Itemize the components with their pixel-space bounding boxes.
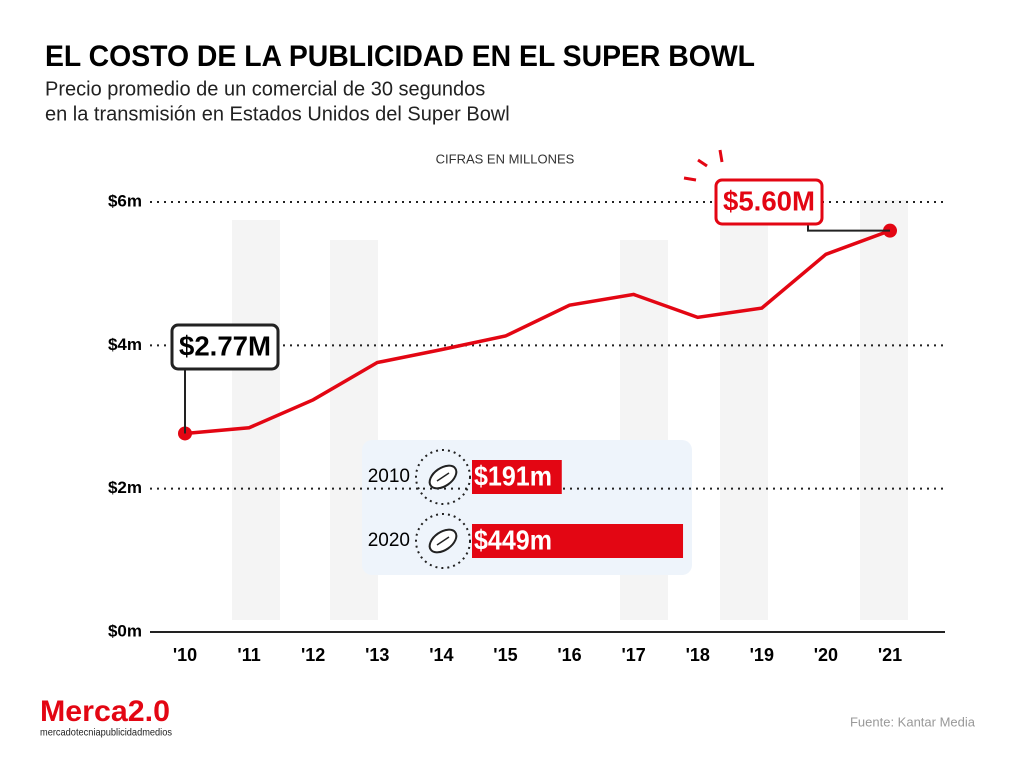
- football-seam: [436, 536, 450, 546]
- spark: [697, 158, 708, 168]
- y-tick-label: $2m: [108, 478, 142, 497]
- x-tick-label: '20: [814, 645, 838, 665]
- category-label: 2010: [368, 466, 410, 487]
- callout-box: [714, 178, 824, 226]
- y-tick-label: $0m: [108, 621, 142, 640]
- value-label: $449m: [474, 524, 552, 555]
- line: [184, 229, 891, 436]
- title: EL COSTO DE LA PUBLICIDAD EN EL SUPER BO…: [45, 40, 755, 73]
- x-tick-label: '13: [365, 645, 389, 665]
- logo: Merca2.0: [40, 695, 170, 728]
- x-tick-label: '19: [750, 645, 774, 665]
- value-label: $5.60M: [723, 185, 815, 216]
- spark: [718, 149, 724, 163]
- x-tick-label: '10: [173, 645, 197, 665]
- source: Fuente: Kantar Media: [850, 714, 976, 729]
- x-tick-label: '16: [557, 645, 581, 665]
- subtitle: en la transmisión en Estados Unidos del …: [45, 103, 510, 125]
- bar: [472, 460, 562, 494]
- bar: [472, 524, 684, 558]
- y-axis-label: CIFRAS EN MILLONES: [436, 151, 575, 166]
- callout-box: [170, 323, 280, 371]
- y-tick-label: $6m: [108, 191, 142, 210]
- y-tick-label: $4m: [108, 335, 142, 354]
- background-decoration: [232, 200, 908, 620]
- football-seam: [436, 472, 450, 482]
- category-label: 2020: [368, 530, 410, 551]
- x-tick-label: '17: [621, 645, 645, 665]
- x-tick-label: '18: [686, 645, 710, 665]
- icon-ring: [415, 513, 471, 569]
- x-tick-label: '11: [237, 645, 260, 665]
- icon-ring: [415, 449, 471, 505]
- x-tick-label: '12: [301, 645, 325, 665]
- x-tick-label: '14: [429, 645, 453, 665]
- subtitle: Precio promedio de un comercial de 30 se…: [45, 78, 485, 100]
- spark: [683, 176, 697, 182]
- x-tick-label: '21: [878, 645, 902, 665]
- value-label: $191m: [474, 460, 552, 491]
- x-tick-label: '15: [493, 645, 517, 665]
- value-label: $2.77M: [179, 330, 271, 361]
- logo-tagline: mercadotecniapublicidadmedios: [40, 728, 172, 739]
